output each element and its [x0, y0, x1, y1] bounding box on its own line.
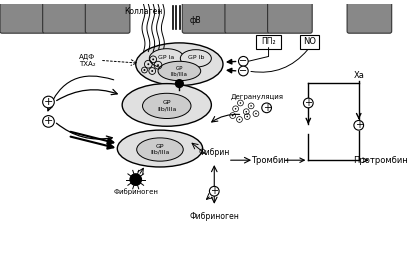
Ellipse shape — [149, 49, 184, 68]
Circle shape — [231, 115, 233, 116]
Text: −: − — [239, 66, 247, 76]
Text: GP Ib: GP Ib — [187, 55, 204, 60]
FancyBboxPatch shape — [0, 2, 45, 33]
Text: +: + — [44, 97, 53, 107]
FancyBboxPatch shape — [43, 2, 87, 33]
Circle shape — [43, 116, 54, 127]
Circle shape — [250, 105, 251, 107]
Text: Фибриноген: Фибриноген — [189, 212, 238, 221]
Circle shape — [234, 108, 236, 109]
Circle shape — [209, 186, 218, 196]
Circle shape — [143, 69, 145, 71]
Text: Фибрин: Фибрин — [198, 148, 229, 157]
Circle shape — [175, 80, 183, 87]
Circle shape — [353, 121, 363, 130]
Circle shape — [246, 116, 247, 117]
Circle shape — [245, 111, 247, 112]
Circle shape — [239, 102, 240, 104]
FancyBboxPatch shape — [267, 2, 311, 33]
Text: Дегрануляция: Дегрануляция — [230, 94, 283, 100]
Ellipse shape — [157, 61, 200, 81]
Text: NO: NO — [302, 37, 315, 47]
Text: Тромбин: Тромбин — [250, 156, 288, 165]
Text: АДФ
ТХА₂: АДФ ТХА₂ — [79, 54, 95, 67]
Text: Коллаген: Коллаген — [124, 7, 162, 16]
Circle shape — [157, 64, 159, 66]
Circle shape — [238, 56, 247, 66]
Text: +: + — [44, 116, 53, 126]
Ellipse shape — [135, 43, 222, 86]
FancyBboxPatch shape — [255, 35, 281, 49]
Circle shape — [254, 113, 256, 114]
Circle shape — [43, 96, 54, 108]
Text: GP
IIb/IIIa: GP IIb/IIIa — [150, 144, 169, 155]
FancyBboxPatch shape — [346, 2, 391, 33]
Text: Протромбин: Протромбин — [352, 156, 407, 165]
Ellipse shape — [136, 138, 183, 161]
Text: +: + — [303, 98, 312, 108]
Text: Фибриноген: Фибриноген — [113, 188, 158, 195]
FancyBboxPatch shape — [182, 2, 226, 33]
Text: +: + — [354, 120, 362, 130]
Circle shape — [238, 66, 247, 76]
FancyBboxPatch shape — [225, 2, 269, 33]
Ellipse shape — [117, 130, 202, 167]
Ellipse shape — [142, 93, 191, 119]
Text: Xa: Xa — [353, 71, 363, 80]
Circle shape — [303, 98, 312, 108]
Circle shape — [151, 70, 153, 72]
FancyBboxPatch shape — [85, 2, 130, 33]
Text: −: − — [239, 56, 247, 66]
Circle shape — [152, 58, 154, 60]
Circle shape — [261, 103, 271, 113]
Text: фВ: фВ — [189, 16, 201, 25]
FancyBboxPatch shape — [299, 35, 318, 49]
Ellipse shape — [180, 50, 211, 67]
Text: ПП₂: ПП₂ — [261, 37, 275, 47]
Circle shape — [238, 119, 240, 120]
Text: GP
IIb/IIIa: GP IIb/IIIa — [171, 66, 187, 76]
Text: GP Ia: GP Ia — [157, 55, 173, 60]
Circle shape — [147, 63, 149, 65]
Text: +: + — [210, 186, 218, 196]
Circle shape — [130, 174, 141, 185]
Ellipse shape — [122, 84, 211, 126]
Text: GP
IIb/IIIa: GP IIb/IIIa — [157, 101, 176, 111]
Text: +: + — [262, 103, 270, 113]
